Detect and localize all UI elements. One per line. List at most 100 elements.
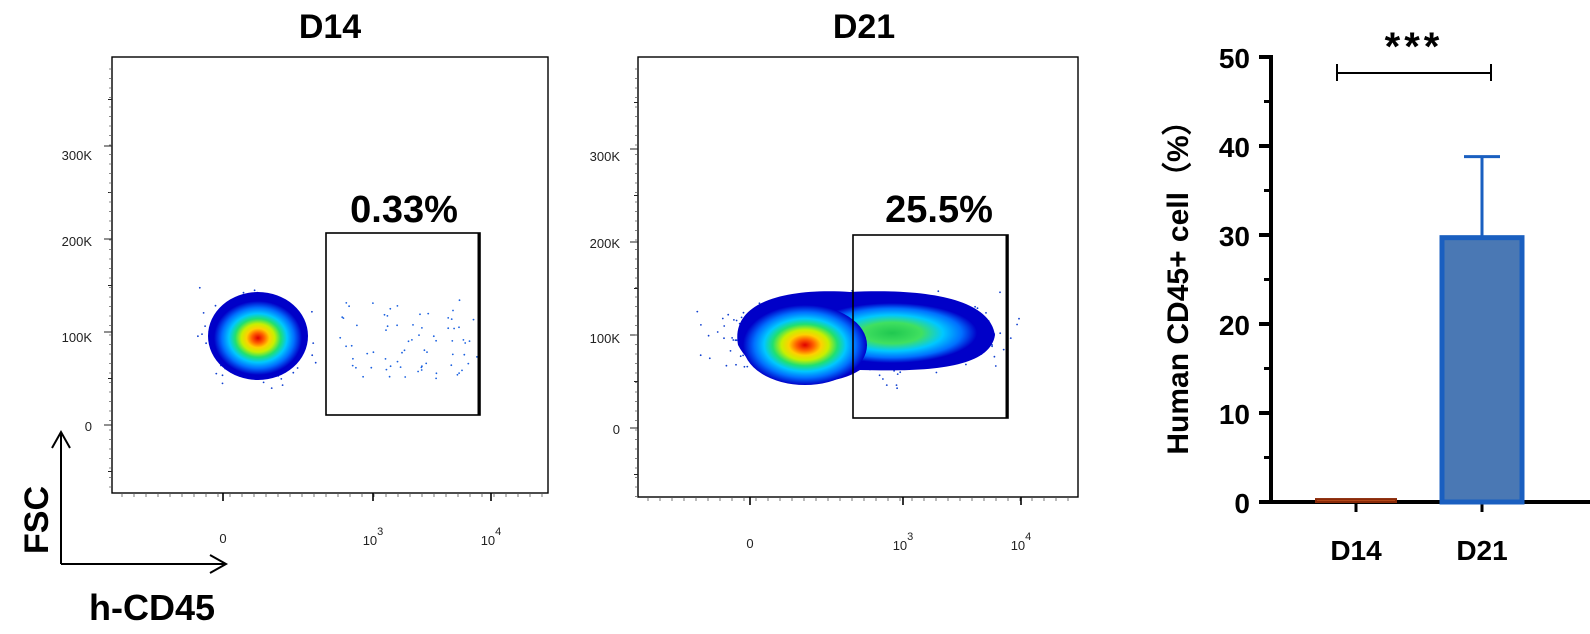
event-dot <box>447 317 450 319</box>
y-tick-label-d14-300k: 300K <box>62 148 93 163</box>
event-dot <box>372 302 374 304</box>
event-dot <box>242 291 245 294</box>
event-dot <box>735 339 738 342</box>
event-dot <box>896 373 899 375</box>
event-dot <box>878 374 881 377</box>
x-tick-label-d14-1e3: 103 <box>363 526 384 548</box>
plot-title-d14: D14 <box>299 8 361 46</box>
flow-plot-d21: D21 300K 200K 100K 0 0 103 104 25.5% <box>590 8 1079 553</box>
density-cloud-d14 <box>208 292 308 380</box>
bar-d21 <box>1439 235 1525 505</box>
event-dot <box>421 327 423 329</box>
event-dot <box>723 337 725 340</box>
event-dot <box>450 318 453 320</box>
event-dot <box>937 290 940 293</box>
event-dot <box>403 349 406 352</box>
event-dot <box>732 339 735 341</box>
event-dot <box>314 361 317 364</box>
event-dot <box>707 334 710 337</box>
event-dot <box>1009 337 1012 339</box>
event-dot <box>311 310 313 313</box>
event-dot <box>727 313 730 316</box>
event-dot <box>204 325 207 327</box>
y-tick-label-d21-0: 0 <box>613 422 620 437</box>
event-dot <box>407 340 410 343</box>
event-dot <box>885 384 888 386</box>
event-dot <box>893 370 895 372</box>
event-dot <box>221 382 224 385</box>
event-dot <box>388 375 391 378</box>
event-dot <box>994 365 997 367</box>
event-dot <box>339 336 342 339</box>
axes-key-x-arrowhead <box>209 554 229 574</box>
x-ticks-d14 <box>121 493 543 501</box>
event-dot <box>270 387 273 389</box>
event-dot <box>716 331 719 333</box>
event-dot <box>733 319 735 321</box>
flow-plot-d14: D14 300K 200K 100K 0 0 103 104 0.33% <box>62 8 549 548</box>
x-tick-label-bar-d21: D21 <box>1456 535 1507 566</box>
event-dot <box>417 370 419 373</box>
event-dot <box>396 324 398 327</box>
event-dot <box>292 371 295 374</box>
event-dot <box>451 353 454 356</box>
event-dot <box>699 354 702 357</box>
event-dot <box>356 324 358 327</box>
event-dot <box>348 305 350 308</box>
y-tick-label-bar-0: 0 <box>1234 488 1250 519</box>
event-dot <box>396 305 399 307</box>
gate-d14 <box>325 232 481 416</box>
event-dot <box>425 362 428 365</box>
event-dot <box>468 340 471 342</box>
event-dot <box>991 345 993 348</box>
axes-key: FSC h-CD45 <box>18 429 229 628</box>
event-dot <box>341 316 344 318</box>
event-dot <box>350 344 353 347</box>
y-tick-label-d21-200k: 200K <box>590 236 621 251</box>
event-dot <box>450 364 453 367</box>
event-dot <box>476 356 478 358</box>
event-dot <box>463 353 466 356</box>
x-tick-label-d14-1e4: 104 <box>481 526 502 548</box>
event-dot <box>420 369 423 371</box>
event-dot <box>366 352 369 355</box>
event-dot <box>296 367 299 369</box>
event-dot <box>435 377 437 380</box>
y-ticks-d21 <box>630 68 638 497</box>
event-dot <box>201 333 203 335</box>
event-dot <box>740 316 743 319</box>
event-dot <box>214 304 217 307</box>
event-dot <box>447 327 450 330</box>
event-dot <box>389 365 392 368</box>
event-dot <box>735 363 737 366</box>
event-dot <box>746 365 749 368</box>
event-dot <box>427 312 430 315</box>
event-dot <box>342 317 345 319</box>
event-dot <box>215 372 218 375</box>
axes-key-x-label: h-CD45 <box>89 587 215 628</box>
event-dot <box>452 309 454 312</box>
event-dot <box>721 317 724 320</box>
event-dot <box>202 312 205 314</box>
event-dot <box>418 334 420 336</box>
y-tick-label-bar-30: 30 <box>1219 221 1250 252</box>
y-tick-label-d21-100k: 100K <box>590 331 621 346</box>
event-dot <box>355 366 357 369</box>
x-tick-label-bar-d14: D14 <box>1330 535 1382 566</box>
event-dot <box>399 366 402 368</box>
event-dot <box>882 378 884 380</box>
event-dot <box>758 302 761 305</box>
event-dot <box>723 325 726 327</box>
event-dot <box>999 332 1002 335</box>
event-dot <box>221 374 224 377</box>
x-ticks-d21 <box>647 497 1069 505</box>
event-dot <box>383 313 386 316</box>
gate-label-d14: 0.33% <box>350 189 458 231</box>
axes-key-y-label: FSC <box>18 486 56 554</box>
x-tick-label-d21-0: 0 <box>746 536 753 551</box>
event-dot <box>725 364 728 367</box>
event-dot <box>899 371 902 374</box>
event-dot <box>345 302 348 304</box>
event-dot <box>411 339 413 341</box>
